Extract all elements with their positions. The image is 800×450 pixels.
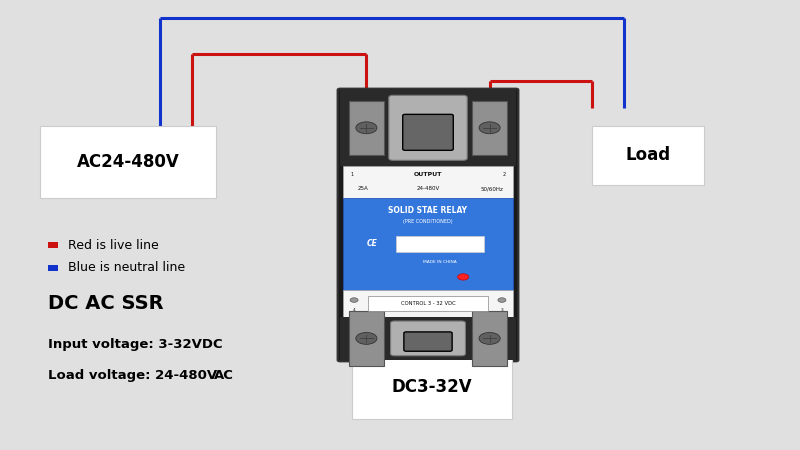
Bar [396,236,484,252]
Text: 1: 1 [350,172,354,177]
Text: Input voltage: 3-32VDC: Input voltage: 3-32VDC [48,338,222,351]
Bar [48,265,58,270]
Bar [340,317,516,360]
Bar [343,198,513,290]
Circle shape [479,122,500,134]
Circle shape [479,333,500,344]
Circle shape [498,298,506,302]
Text: CONTROL 3 - 32 VDC: CONTROL 3 - 32 VDC [401,301,455,306]
Text: 4: 4 [353,308,355,312]
Text: AC24-480V: AC24-480V [77,153,179,171]
Bar [349,101,384,155]
Circle shape [356,333,377,344]
FancyBboxPatch shape [338,89,518,361]
Text: Red is live line: Red is live line [68,239,158,252]
Text: DC3-32V: DC3-32V [392,378,472,396]
Text: 3: 3 [501,308,503,312]
Text: Blue is neutral line: Blue is neutral line [68,261,185,274]
Text: Load: Load [626,146,670,164]
Bar [343,166,513,198]
Text: OUTPUT: OUTPUT [414,172,442,177]
Text: DC AC SSR: DC AC SSR [48,294,164,313]
Bar [48,242,58,248]
Bar [592,126,704,184]
Bar [343,290,513,317]
Text: 2: 2 [502,172,506,177]
Circle shape [356,122,377,134]
Text: 24-480V: 24-480V [416,186,440,191]
Text: CE: CE [366,239,377,248]
Bar [40,126,216,198]
Bar [352,356,512,418]
FancyBboxPatch shape [404,332,452,351]
Bar [472,101,507,155]
Text: SOLID STAE RELAY: SOLID STAE RELAY [389,207,467,216]
Text: AC: AC [214,369,234,382]
Text: 50/60Hz: 50/60Hz [481,186,504,191]
Text: Load voltage: 24-480V: Load voltage: 24-480V [48,369,217,382]
FancyBboxPatch shape [368,296,488,310]
Bar [472,311,507,365]
FancyBboxPatch shape [390,321,466,356]
Text: (PRE CONDITIONED): (PRE CONDITIONED) [403,219,453,225]
Circle shape [350,298,358,302]
Bar [340,90,516,166]
FancyBboxPatch shape [402,114,454,150]
FancyBboxPatch shape [389,95,467,160]
Text: MADE IN CHINA: MADE IN CHINA [423,260,457,264]
Text: 25A: 25A [358,186,368,191]
Bar [349,311,384,365]
Circle shape [458,274,469,280]
